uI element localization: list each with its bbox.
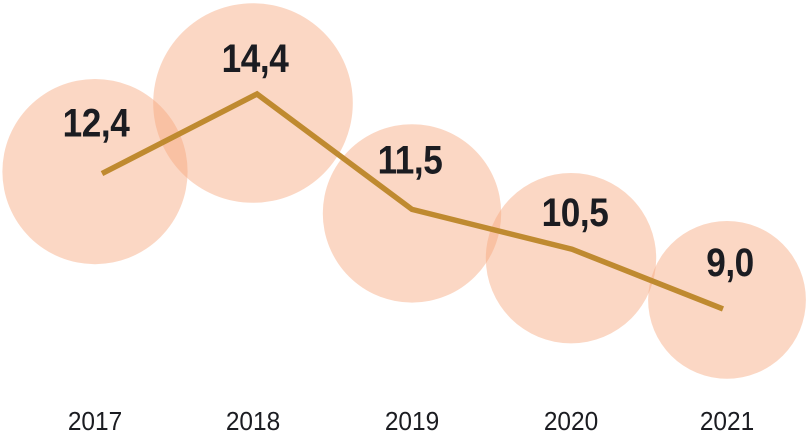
year-label-2019: 2019 (385, 407, 439, 436)
bubble-2021 (648, 221, 806, 379)
year-label-2021: 2021 (700, 407, 754, 436)
bubble-2019 (322, 124, 502, 303)
value-label-2018: 14,4 (222, 36, 289, 81)
bubble-2017 (2, 79, 188, 265)
bubble-2020 (485, 173, 657, 344)
year-label-2020: 2020 (544, 407, 598, 436)
value-label-2020: 10,5 (542, 190, 609, 235)
year-label-2018: 2018 (226, 407, 280, 436)
value-label-2017: 12,4 (63, 101, 130, 146)
bubble-2018 (153, 3, 353, 203)
trend-line (100, 90, 725, 312)
value-label-2019: 11,5 (378, 137, 443, 182)
year-label-2017: 2017 (68, 407, 122, 436)
value-label-2021: 9,0 (706, 240, 754, 285)
